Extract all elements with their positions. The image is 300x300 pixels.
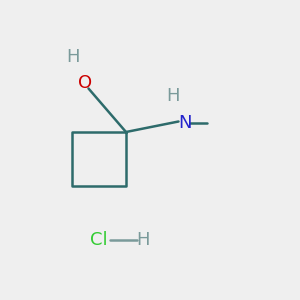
Text: Cl: Cl xyxy=(90,231,108,249)
Text: H: H xyxy=(136,231,149,249)
Text: N: N xyxy=(178,114,191,132)
Text: H: H xyxy=(67,48,80,66)
Text: O: O xyxy=(78,74,93,92)
Text: H: H xyxy=(166,87,179,105)
